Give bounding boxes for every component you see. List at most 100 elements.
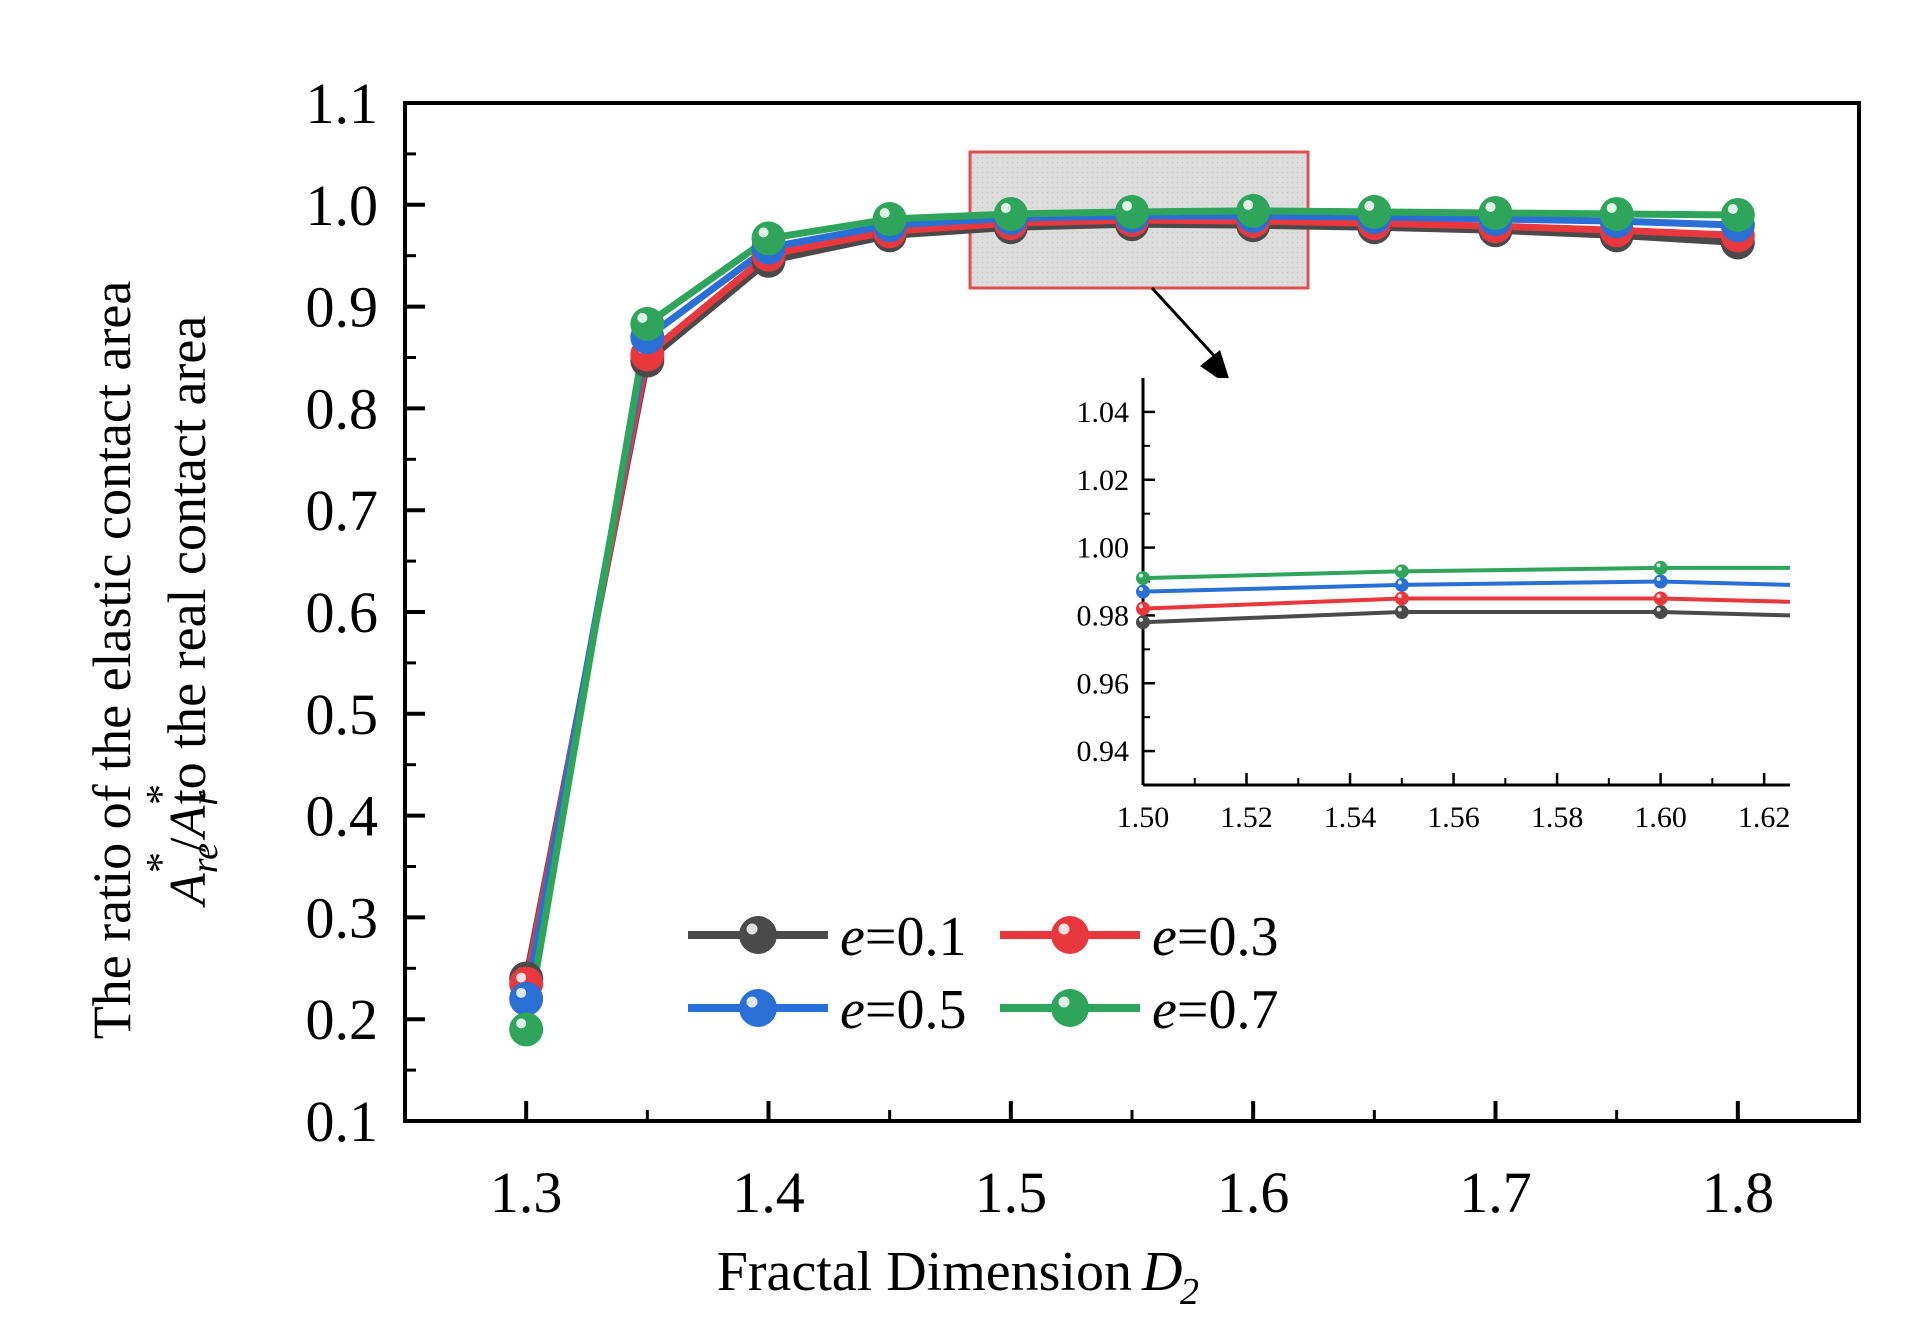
inset-y-tick-label: 0.96	[1077, 667, 1130, 700]
inset-data-point-highlight	[1397, 607, 1402, 612]
x-axis-subscript: 2	[1180, 1271, 1199, 1313]
inset-y-tick-label: 0.94	[1077, 735, 1130, 768]
zoom-arrow	[1150, 286, 1220, 362]
x-tick-label: 1.6	[1217, 1160, 1290, 1225]
data-point-highlight	[1727, 203, 1738, 214]
legend-marker	[739, 989, 777, 1027]
inset-data-point-highlight	[1139, 617, 1143, 622]
x-tick-label: 1.7	[1459, 1160, 1532, 1225]
legend-label: e=0.3	[1152, 906, 1278, 968]
legend-marker-highlight	[1058, 923, 1070, 935]
inset-x-tick-label: 1.56	[1427, 801, 1480, 834]
inset-data-point	[1653, 591, 1668, 606]
data-point	[1357, 194, 1392, 229]
inset-data-point-highlight	[1139, 604, 1143, 609]
y-tick-label: 0.2	[306, 987, 379, 1052]
inset-data-point-highlight	[1656, 593, 1661, 598]
legend-marker-highlight	[746, 996, 758, 1008]
inset-data-point	[1136, 615, 1150, 630]
inset-data-point-highlight	[1139, 573, 1143, 578]
inset-data-point	[1394, 577, 1409, 592]
legend-label: e=0.5	[840, 979, 966, 1041]
x-tick-label: 1.4	[732, 1160, 805, 1225]
data-point	[1115, 194, 1149, 229]
y-tick-label: 0.1	[306, 1089, 379, 1154]
data-point	[509, 981, 544, 1016]
legend-marker-highlight	[1058, 996, 1070, 1008]
y-tick-label: 1.1	[306, 71, 379, 136]
inset-data-point	[1136, 601, 1150, 616]
y-tick-label: 1.0	[306, 173, 379, 238]
data-point	[1720, 197, 1755, 232]
inset-series-line-e=0.5	[1142, 579, 1791, 594]
y-tick-label: 0.4	[306, 784, 379, 849]
inset-x-tick-label: 1.58	[1531, 801, 1584, 834]
data-point-highlight	[516, 1018, 527, 1029]
legend-marker	[739, 916, 777, 954]
inset-x-tick-label: 1.52	[1220, 801, 1273, 834]
inset-data-point	[1653, 605, 1668, 620]
inset-data-point-highlight	[1397, 566, 1402, 571]
y-tick-label: 0.5	[306, 682, 379, 747]
inset-data-point-highlight	[1656, 577, 1661, 581]
data-point-highlight	[1243, 199, 1254, 210]
legend-marker	[1051, 916, 1089, 954]
data-point-highlight	[758, 227, 769, 238]
data-point-highlight	[1606, 202, 1617, 213]
inset-data-point-highlight	[1139, 587, 1143, 592]
legend-marker-highlight	[746, 923, 758, 935]
inset-data-point-highlight	[1397, 580, 1402, 585]
inset-data-point-highlight	[1656, 607, 1661, 612]
data-point	[872, 202, 907, 237]
y-tick-label: 0.7	[306, 478, 379, 543]
data-point	[751, 221, 786, 256]
inset-x-tick-label: 1.54	[1324, 801, 1377, 834]
y-axis-label-line1: The ratio of the elastic contact area	[82, 281, 142, 1040]
inset-data-point	[1653, 574, 1668, 589]
data-point-highlight	[516, 972, 527, 983]
legend-marker	[1051, 989, 1089, 1027]
data-point	[1478, 195, 1513, 230]
inset-series-line-e=0.7	[1142, 565, 1790, 581]
inset-data-point	[1653, 560, 1668, 575]
x-tick-label: 1.3	[490, 1160, 563, 1225]
data-point	[993, 196, 1028, 231]
inset-x-tick-label: 1.62	[1738, 801, 1791, 834]
inset-data-point	[1394, 564, 1409, 579]
data-point	[1236, 193, 1271, 228]
y-axis-symbol: Are*/Ar*	[139, 784, 226, 908]
inset-series-line-e=0.1	[1142, 610, 1791, 625]
data-point-highlight	[516, 987, 527, 998]
data-point-highlight	[1485, 201, 1496, 212]
y-tick-label: 0.3	[306, 885, 379, 950]
y-tick-label: 0.8	[306, 376, 379, 441]
x-axis-label: Fractal Dimension	[717, 1241, 1132, 1303]
legend-label: e=0.7	[1152, 979, 1278, 1041]
data-point-highlight	[1122, 200, 1132, 211]
x-tick-label: 1.5	[975, 1160, 1048, 1225]
y-tick-label: 0.9	[306, 275, 379, 340]
inset-series-line-e=0.3	[1142, 596, 1791, 611]
inset-data-point	[1394, 605, 1409, 620]
inset-background	[1133, 378, 1794, 795]
inset-y-tick-label: 1.02	[1077, 464, 1130, 497]
data-point-highlight	[637, 312, 648, 323]
data-point	[509, 1012, 544, 1047]
x-axis-symbol: D	[1141, 1241, 1182, 1303]
data-point	[630, 306, 665, 341]
x-tick-label: 1.8	[1702, 1160, 1775, 1225]
inset-y-tick-label: 1.04	[1077, 396, 1130, 429]
inset-y-tick-label: 1.00	[1077, 532, 1130, 565]
inset-x-tick-label: 1.60	[1634, 801, 1687, 834]
inset-y-tick-label: 0.98	[1077, 599, 1130, 632]
inset-data-point	[1136, 584, 1150, 599]
inset-data-point-highlight	[1656, 563, 1661, 568]
y-axis-label-line2: to the real contact area	[157, 316, 217, 805]
inset-data-point-highlight	[1397, 593, 1402, 598]
legend-label: e=0.1	[840, 906, 966, 968]
data-point-highlight	[1364, 200, 1375, 211]
data-point	[1599, 196, 1634, 231]
data-point-highlight	[1000, 202, 1011, 213]
data-point-highlight	[879, 208, 890, 219]
